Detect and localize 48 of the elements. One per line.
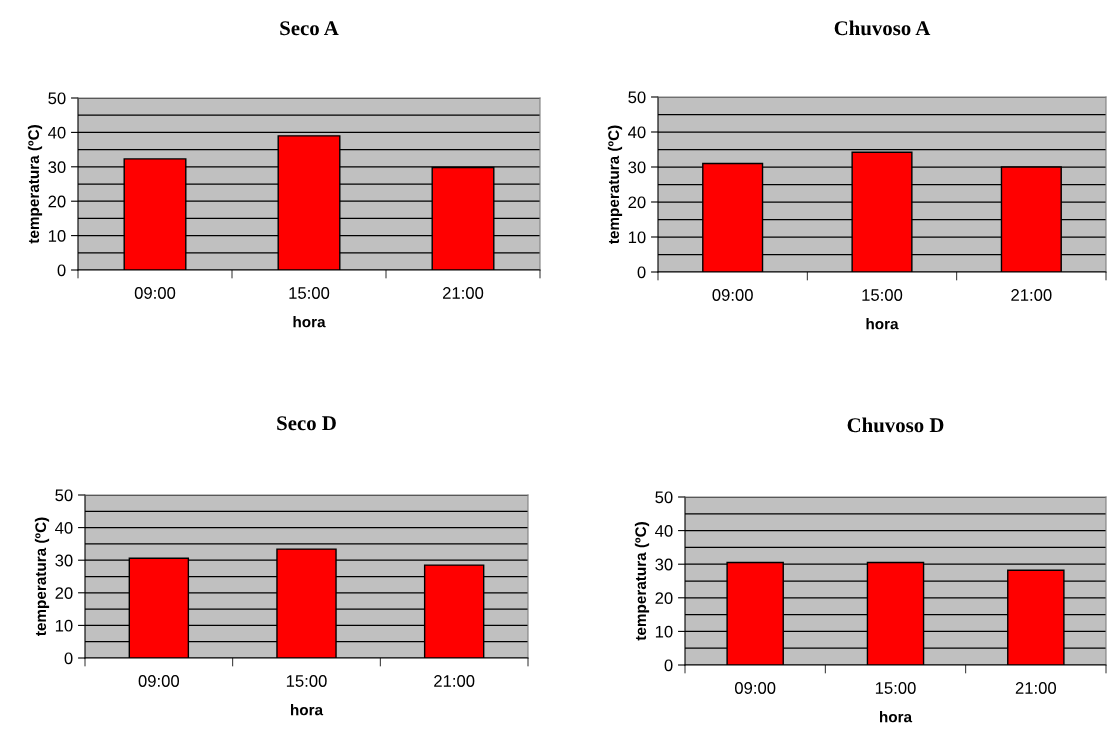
chart-title: Chuvoso D <box>847 417 944 433</box>
y-tick-label: 10 <box>55 619 73 632</box>
y-tick-label: 30 <box>655 558 673 571</box>
x-tick-label: 21:00 <box>434 675 475 687</box>
y-tick-label: 30 <box>628 161 646 174</box>
y-tick-label: 20 <box>628 196 646 209</box>
y-tick-label: 10 <box>48 230 66 242</box>
x-tick-label: 15:00 <box>286 675 327 687</box>
y-tick-label: 10 <box>628 231 646 244</box>
x-tick-label: 15:00 <box>289 287 330 299</box>
x-tick-label: 21:00 <box>1011 289 1052 301</box>
x-tick-label: 09:00 <box>134 287 176 299</box>
y-tick-label: 20 <box>655 592 673 604</box>
y-axis-title: temperatura (ºC) <box>634 522 650 641</box>
x-tick-label: 21:00 <box>442 287 484 299</box>
chart-title: Chuvoso A <box>834 20 931 36</box>
y-tick-label: 40 <box>628 126 646 139</box>
y-tick-label: 50 <box>48 92 66 105</box>
x-axis-title: hora <box>291 704 324 716</box>
x-axis-title: hora <box>880 711 913 723</box>
y-tick-label: 50 <box>655 491 673 504</box>
y-tick-label: 40 <box>55 522 73 534</box>
y-axis-title: temperatura (ºC) <box>34 517 50 636</box>
x-tick-label: 21:00 <box>1015 682 1057 694</box>
x-tick-label: 15:00 <box>862 289 903 301</box>
y-axis-title: temperatura (ºC) <box>27 125 43 244</box>
y-tick-label: 50 <box>628 91 646 104</box>
y-tick-label: 50 <box>55 489 73 502</box>
x-axis-title: hora <box>866 318 899 330</box>
x-tick-label: 15:00 <box>875 682 916 694</box>
y-axis-title: temperatura (ºC) <box>607 125 623 244</box>
y-tick-label: 30 <box>48 161 66 173</box>
y-tick-label: 0 <box>57 264 66 277</box>
chart-title: Seco A <box>280 21 339 36</box>
y-tick-label: 40 <box>48 126 66 139</box>
y-tick-label: 0 <box>637 266 646 279</box>
chart-title: Seco D <box>277 416 336 431</box>
y-tick-label: 10 <box>655 625 673 638</box>
x-tick-label: 09:00 <box>138 675 180 687</box>
x-tick-label: 09:00 <box>734 682 776 694</box>
x-axis-title: hora <box>293 316 326 328</box>
y-tick-label: 0 <box>664 659 673 672</box>
y-tick-label: 30 <box>55 554 73 567</box>
y-tick-label: 20 <box>55 587 73 599</box>
y-tick-label: 20 <box>48 195 66 208</box>
x-tick-label: 09:00 <box>712 289 753 301</box>
y-tick-label: 40 <box>655 525 673 537</box>
y-tick-label: 0 <box>64 652 73 665</box>
